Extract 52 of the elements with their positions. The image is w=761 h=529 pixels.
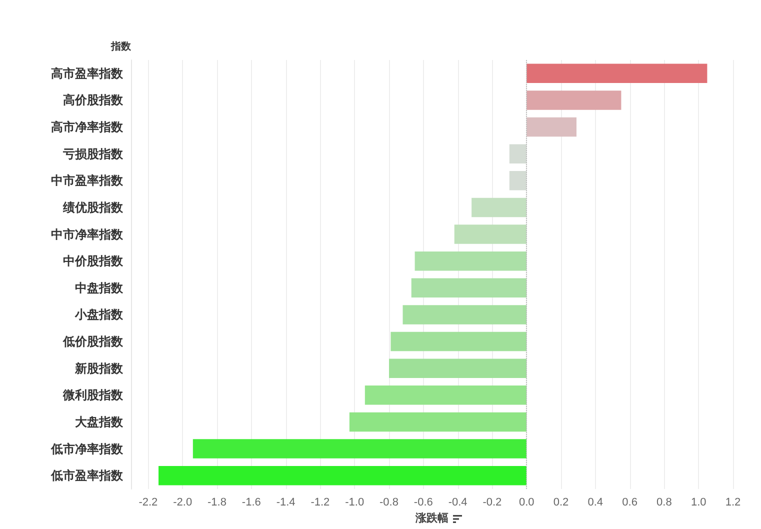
y-tick-label: 新股指数 [74, 361, 124, 376]
y-tick-label: 中价股指数 [63, 254, 124, 268]
bar [364, 386, 527, 405]
x-tick-label: -1.0 [345, 496, 364, 508]
bar [158, 466, 527, 486]
x-tick-label: -0.8 [380, 496, 398, 508]
x-tick-label: 0.8 [656, 496, 672, 508]
y-tick-label: 高市盈率指数 [51, 66, 124, 80]
x-tick-label: -2.0 [173, 496, 192, 508]
bar [509, 144, 527, 164]
y-tick-label: 绩优股指数 [62, 200, 124, 214]
x-tick-label: -2.2 [138, 496, 158, 508]
y-tick-label: 亏损股指数 [62, 146, 124, 161]
y-tick-label: 高价股指数 [63, 93, 124, 108]
x-tick-label: 0.2 [553, 496, 569, 508]
x-tick-label: -1.4 [276, 496, 296, 508]
x-tick-label: -0.2 [482, 496, 502, 508]
bar [526, 90, 622, 110]
y-tick-label: 中盘指数 [75, 280, 124, 295]
y-tick-label: 中市净率指数 [51, 227, 124, 242]
y-tick-label: 高市净率指数 [51, 120, 124, 134]
x-tick-label: 1.0 [690, 496, 706, 508]
x-tick-label: 0.4 [588, 496, 604, 508]
bar [402, 305, 527, 324]
x-tick-label: -0.6 [414, 496, 433, 508]
bar [390, 332, 527, 352]
x-tick-label: 0.0 [518, 496, 534, 508]
bar [389, 358, 527, 378]
bar [411, 278, 527, 298]
x-tick-label: 0.6 [622, 496, 638, 508]
y-tick-label: 小盘指数 [74, 308, 124, 322]
x-tick-label: -1.2 [310, 496, 330, 508]
y-tick-label: 中市盈率指数 [51, 174, 124, 188]
y-tick-label: 低市盈率指数 [50, 468, 124, 483]
y-axis-title: 指数 [110, 40, 132, 52]
y-tick-label: 微利股指数 [62, 388, 124, 402]
bar [349, 412, 527, 432]
x-axis-title: 涨跌幅 [414, 512, 448, 524]
x-tick-label: -1.6 [242, 496, 261, 508]
bar [414, 251, 527, 271]
bar [472, 198, 527, 218]
bar [526, 117, 576, 137]
bar [454, 224, 527, 244]
x-tick-label: 1.2 [725, 496, 741, 508]
bar [509, 171, 527, 190]
bar [192, 439, 527, 458]
y-tick-label: 低价股指数 [62, 334, 124, 349]
y-tick-label: 大盘指数 [75, 414, 124, 429]
x-tick-label: -1.8 [208, 496, 226, 508]
bar [526, 64, 708, 84]
x-tick-label: -0.4 [448, 496, 468, 508]
y-tick-label: 低市净率指数 [50, 442, 124, 456]
